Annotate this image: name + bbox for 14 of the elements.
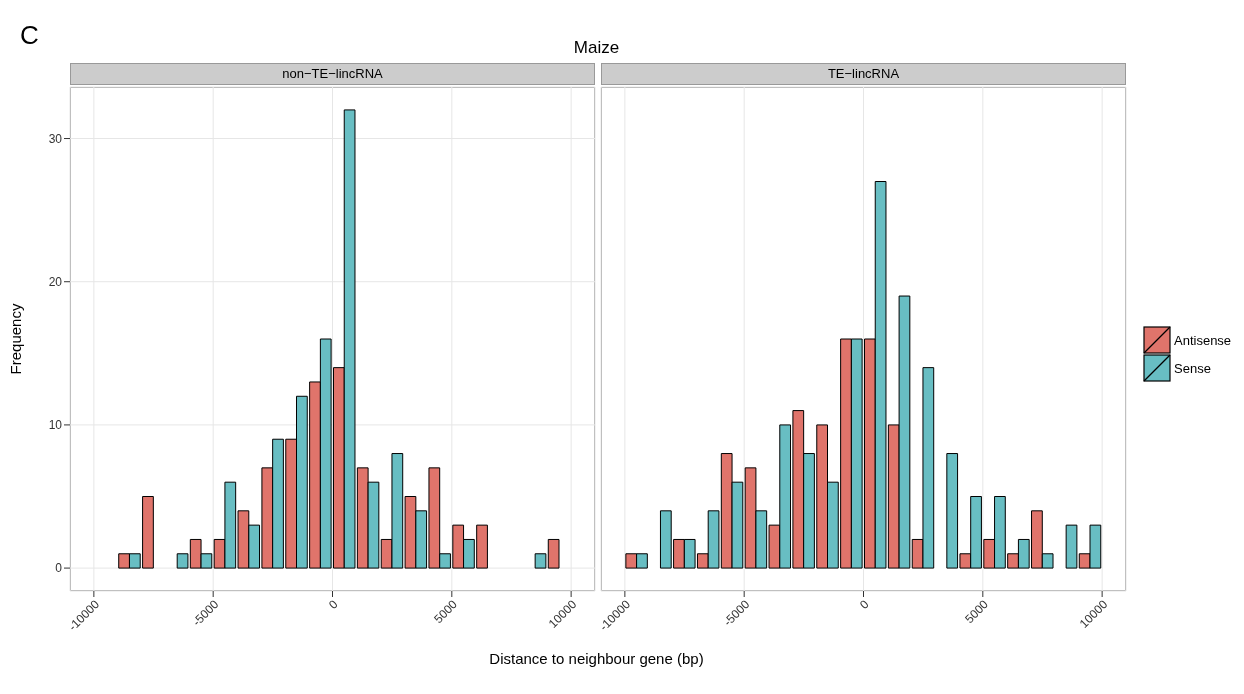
chart-title: TE−lincRNA <box>601 63 1126 85</box>
y-axis-title: Frequency <box>7 303 25 375</box>
text: C <box>20 20 39 51</box>
y-tick-label: 0 <box>55 561 63 576</box>
x-axis-title: Distance to neighbour gene (bp) <box>488 650 705 667</box>
chart-title: non−TE−lincRNA <box>70 63 595 85</box>
legend-label: Sense <box>1174 360 1211 376</box>
x-tick-label: 0 <box>326 597 341 612</box>
legend-label: Antisense <box>1174 332 1232 348</box>
x-tick-label: 0 <box>857 597 872 612</box>
y-tick-label: 20 <box>48 274 63 289</box>
text: Maize <box>572 38 621 58</box>
y-tick-label: 30 <box>48 131 63 146</box>
y-tick-label: 10 <box>48 418 63 433</box>
